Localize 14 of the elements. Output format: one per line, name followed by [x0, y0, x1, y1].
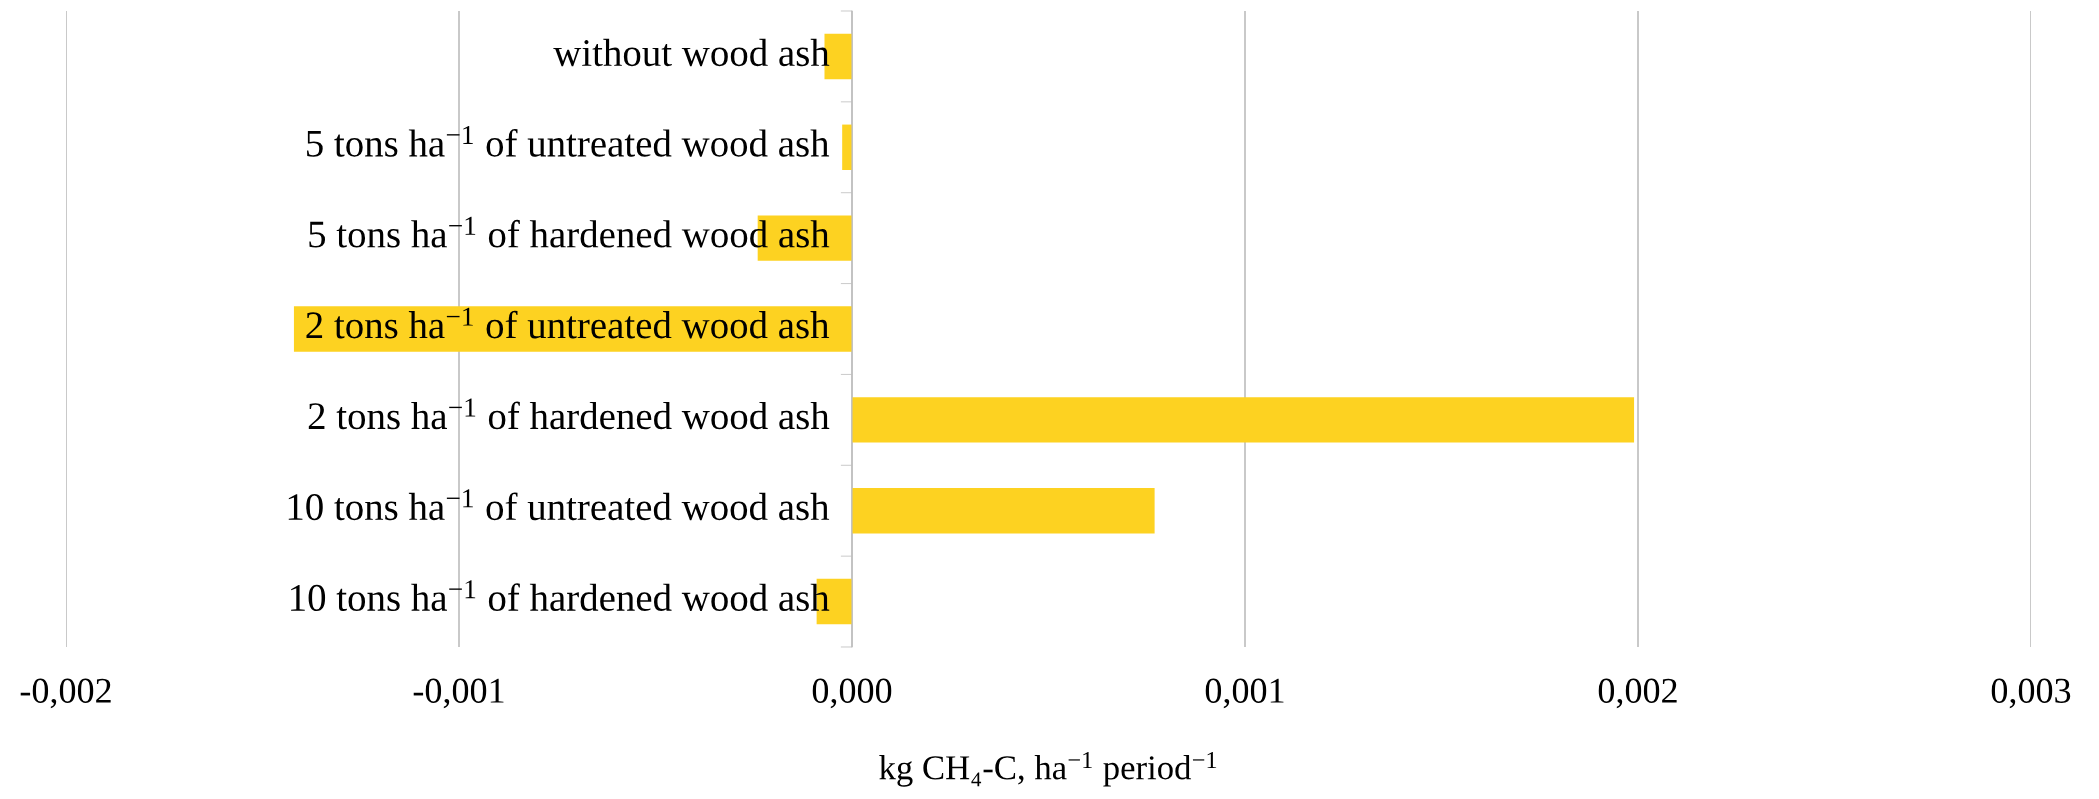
bar [852, 488, 1155, 534]
x-tick-label: 0,001 [1205, 678, 1284, 709]
y-tick-label: 10 tons ha$^{−1}$ of untreated wood ash [288, 489, 830, 521]
x-tick-label: -0,002 [20, 678, 111, 709]
x-tick-label: 0,002 [1598, 678, 1677, 709]
bar [842, 124, 852, 170]
y-tick-label: 2 tons ha$^{−1}$ of hardened wood ash [308, 398, 830, 430]
x-axis-title: kg CH₄-C, ha$^{−1}$ period$^{−1}$ [879, 751, 1217, 787]
x-tick-label: -0,001 [413, 678, 504, 709]
x-tick-label: 0,000 [812, 678, 892, 709]
bar [852, 397, 1635, 443]
y-tick-label: 2 tons ha$^{−1}$ of untreated wood ash [306, 307, 830, 339]
x-tick-label: 0,003 [1991, 678, 2071, 709]
y-tick-label: 5 tons ha$^{−1}$ of untreated wood ash [307, 125, 830, 157]
